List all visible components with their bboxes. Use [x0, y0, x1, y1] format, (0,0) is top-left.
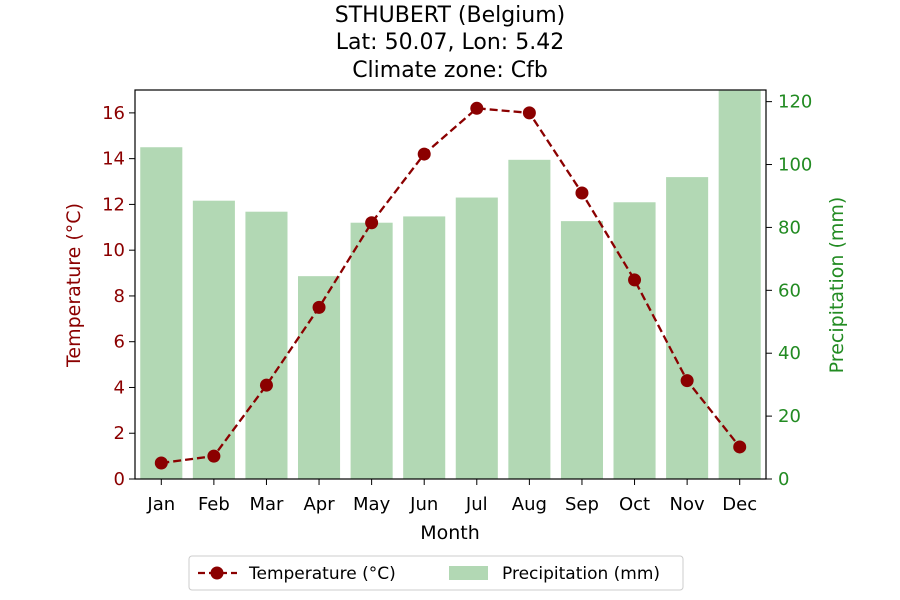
temperature-point-jun [417, 147, 431, 161]
precipitation-bar-mar [245, 211, 288, 479]
right-tick-label: 20 [778, 406, 801, 427]
right-tick-label: 40 [778, 343, 801, 364]
precipitation-bar-sep [560, 221, 603, 479]
x-tick-label: Jan [146, 494, 175, 515]
precipitation-bar-feb [192, 200, 235, 480]
temperature-series-line [161, 107, 741, 465]
legend-precipitation-swatch-icon [449, 566, 488, 580]
chart-subtitle-climate-zone: Climate zone: Cfb [352, 58, 548, 83]
temperature-line [154, 101, 747, 470]
x-tick-label: Apr [303, 494, 335, 515]
x-tick-label: Aug [512, 494, 547, 515]
temperature-point-feb [207, 449, 221, 463]
left-tick-label: 0 [114, 469, 125, 490]
left-tick-label: 2 [114, 423, 125, 444]
left-tick-label: 16 [102, 103, 125, 124]
left-tick-label: 8 [114, 286, 125, 307]
x-axis-ticks: Jan Feb Mar Apr May Jun Jul Aug Sep Oct Nov Dec [146, 479, 757, 515]
left-tick-label: 12 [102, 194, 125, 215]
temperature-point-apr [312, 300, 326, 314]
temperature-point-dec [733, 440, 747, 454]
precipitation-bar-jan [140, 147, 183, 479]
right-axis-label: Precipitation (mm) [826, 197, 848, 374]
precipitation-bar-aug [508, 159, 551, 480]
right-tick-label: 120 [778, 92, 812, 113]
temperature-point-sep [575, 186, 589, 200]
legend-precipitation-label: Precipitation (mm) [502, 564, 660, 584]
temperature-point-nov [680, 374, 694, 388]
x-tick-label: Nov [670, 494, 705, 515]
legend-temperature-label: Temperature (°C) [248, 564, 396, 584]
chart-title: STHUBERT (Belgium) [335, 3, 566, 28]
temperature-point-jan [154, 456, 168, 470]
precipitation-bar-nov [666, 177, 709, 479]
temperature-point-mar [259, 378, 273, 392]
left-tick-label: 6 [114, 332, 125, 353]
right-tick-label: 80 [778, 217, 801, 238]
x-tick-label: Jun [409, 494, 438, 515]
precipitation-bars [140, 90, 761, 480]
legend: Temperature (°C) Precipitation (mm) [188, 555, 684, 591]
right-axis-ticks: 0 20 40 60 80 100 120 [766, 92, 812, 490]
legend-frame [188, 555, 684, 591]
left-tick-label: 10 [102, 240, 125, 261]
x-tick-label: Dec [722, 494, 757, 515]
right-tick-label: 100 [778, 155, 812, 176]
x-tick-label: Mar [249, 494, 284, 515]
precipitation-bar-may [350, 222, 393, 479]
x-tick-label: Oct [619, 494, 650, 515]
left-tick-label: 4 [114, 377, 125, 398]
precipitation-bar-jul [455, 197, 498, 480]
left-tick-label: 14 [102, 149, 125, 170]
precipitation-bar-dec [718, 90, 761, 480]
temperature-point-jul [470, 101, 484, 115]
plot-area-frame [134, 89, 767, 480]
x-tick-label: May [353, 494, 391, 515]
x-tick-label: Feb [198, 494, 230, 515]
legend-temperature-marker-icon [210, 566, 224, 580]
left-axis-label: Temperature (°C) [63, 203, 85, 368]
x-tick-label: Sep [565, 494, 599, 515]
precipitation-bar-jun [403, 216, 446, 479]
temperature-point-oct [628, 273, 642, 287]
temperature-point-aug [522, 106, 536, 120]
left-axis-ticks: 0 2 4 6 8 10 12 14 16 [102, 103, 135, 490]
precipitation-bar-oct [613, 202, 656, 479]
chart-subtitle-coordinates: Lat: 50.07, Lon: 5.42 [336, 30, 564, 55]
x-axis-label: Month [420, 522, 480, 544]
right-tick-label: 60 [778, 280, 801, 301]
temperature-point-may [365, 216, 379, 230]
right-tick-label: 0 [778, 469, 789, 490]
x-tick-label: Jul [465, 494, 488, 515]
